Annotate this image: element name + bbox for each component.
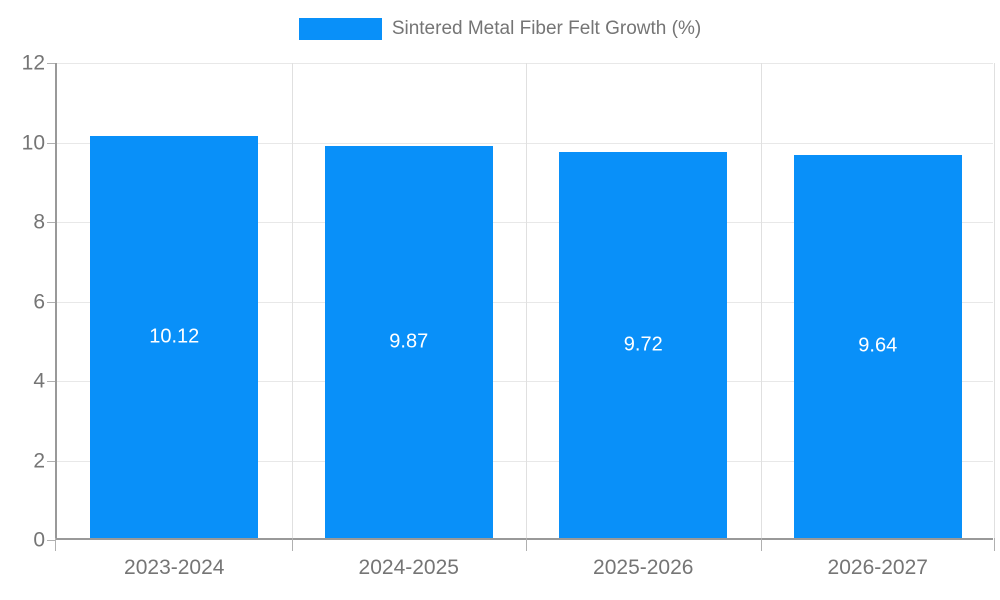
bar-value-label: 10.12 [149,325,200,348]
gridline-h [57,301,993,303]
x-tick-label: 2023-2024 [124,556,225,579]
y-tick-label: 0 [33,528,45,552]
bar-value-label: 9.87 [389,330,429,353]
gridline-h [57,460,993,462]
bar[interactable]: 9.64 [793,154,962,538]
y-tick-mark [47,301,55,303]
x-tick-mark [994,538,995,551]
x-tick-mark [526,538,527,551]
y-tick-mark [47,381,55,382]
gridline-v [760,63,762,538]
plot-area: 0 2 4 6 8 10 12 10.12 2023-2024 9.87 2024-2025 9.72… [22,53,995,579]
y-tick-label: 8 [33,210,45,234]
bar[interactable]: 10.12 [90,135,259,538]
gridline-v [291,63,293,538]
chart-legend[interactable]: Sintered Metal Fiber Felt Growth (%) [0,18,1000,40]
y-tick-label: 4 [33,369,45,393]
x-tick-mark [55,538,56,551]
gridline-v [526,63,527,538]
gridline-h [57,222,993,223]
legend-swatch [298,18,382,40]
y-tick-mark [47,460,55,462]
x-tick-label: 2026-2027 [827,556,928,579]
bar-value-label: 9.64 [858,334,898,357]
y-tick-label: 10 [21,131,45,154]
x-tick-mark [760,538,762,551]
gridline-v [994,63,995,538]
bar-value-label: 9.72 [623,333,663,356]
gridline-h [57,381,993,382]
bar[interactable]: 9.87 [324,145,493,538]
y-tick-label: 12 [21,51,45,75]
x-tick-label: 2025-2026 [593,556,694,579]
y-tick-label: 6 [33,290,45,313]
y-tick-mark [47,222,55,223]
y-tick-mark [47,63,55,64]
gridline-h [57,142,993,144]
y-tick-label: 2 [33,449,45,472]
x-tick-label: 2024-2025 [358,556,459,579]
x-tick-mark [291,538,293,551]
gridline-h [57,63,993,64]
legend-label: Sintered Metal Fiber Felt Growth (%) [391,18,702,39]
y-tick-mark [47,540,55,541]
y-tick-mark [47,142,55,144]
bar[interactable]: 9.72 [559,151,728,538]
